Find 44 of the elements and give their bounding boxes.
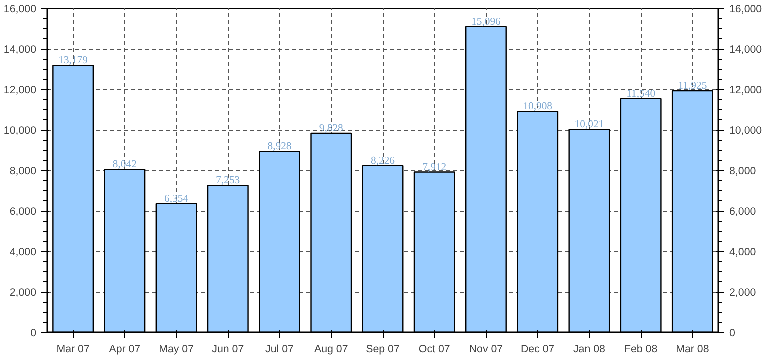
y2-tick-label: 8,000 (730, 166, 756, 178)
y-tick-label: 10,000 (4, 125, 37, 137)
y2-tick-label: 4,000 (730, 246, 756, 258)
y2-tick-label: 14,000 (730, 44, 762, 56)
data-label: 11,925 (678, 81, 708, 92)
y-tick-label: 4,000 (10, 246, 37, 258)
data-label: 11,540 (626, 88, 656, 100)
y-tick-label: 14,000 (4, 44, 37, 56)
x-tick-label: Jan 08 (573, 344, 606, 356)
x-tick-label: Feb 08 (624, 344, 658, 356)
x-tick-label: Nov 07 (469, 344, 504, 356)
data-label: 7,253 (216, 176, 240, 187)
x-tick-label: Jun 07 (212, 344, 244, 356)
x-tick-label: Oct 07 (418, 344, 450, 356)
x-tick-label: May 07 (159, 344, 194, 356)
data-label: 10,021 (574, 120, 604, 131)
y-tick-label: 2,000 (10, 287, 37, 299)
y2-tick-label: 2,000 (730, 287, 756, 299)
y-tick-label: 8,000 (10, 166, 37, 178)
x-tick-label: Dec 07 (520, 344, 555, 356)
data-label: 10,908 (523, 102, 553, 113)
y2-tick-label: 16,000 (730, 4, 762, 16)
data-label: 9,828 (319, 123, 344, 134)
data-label: 6,354 (164, 194, 190, 205)
y-tick-label: 6,000 (10, 206, 37, 218)
x-tick-label: Mar 07 (56, 344, 90, 356)
x-tick-label: Jul 07 (266, 344, 294, 356)
y-tick-label: 12,000 (4, 84, 37, 96)
data-label: 7,912 (422, 162, 447, 174)
y2-tick-label: 6,000 (730, 206, 756, 218)
y2-tick-label: 10,000 (730, 125, 762, 137)
y-tick-label: 0 (30, 328, 37, 340)
data-label: 13,179 (58, 56, 88, 67)
data-label: 8,928 (268, 142, 292, 153)
y-tick-label: 16,000 (4, 4, 37, 16)
x-tick-label: Mar 08 (676, 344, 710, 356)
x-tick-label: Aug 07 (314, 344, 348, 356)
data-label: 8,226 (371, 156, 396, 167)
x-tick-label: Sep 07 (366, 344, 400, 356)
y2-tick-label: 12,000 (730, 84, 762, 96)
y2-tick-label: 0 (730, 328, 736, 340)
data-label: 8,042 (112, 160, 137, 171)
data-label: 15,096 (472, 16, 502, 28)
x-tick-label: Apr 07 (109, 344, 141, 356)
